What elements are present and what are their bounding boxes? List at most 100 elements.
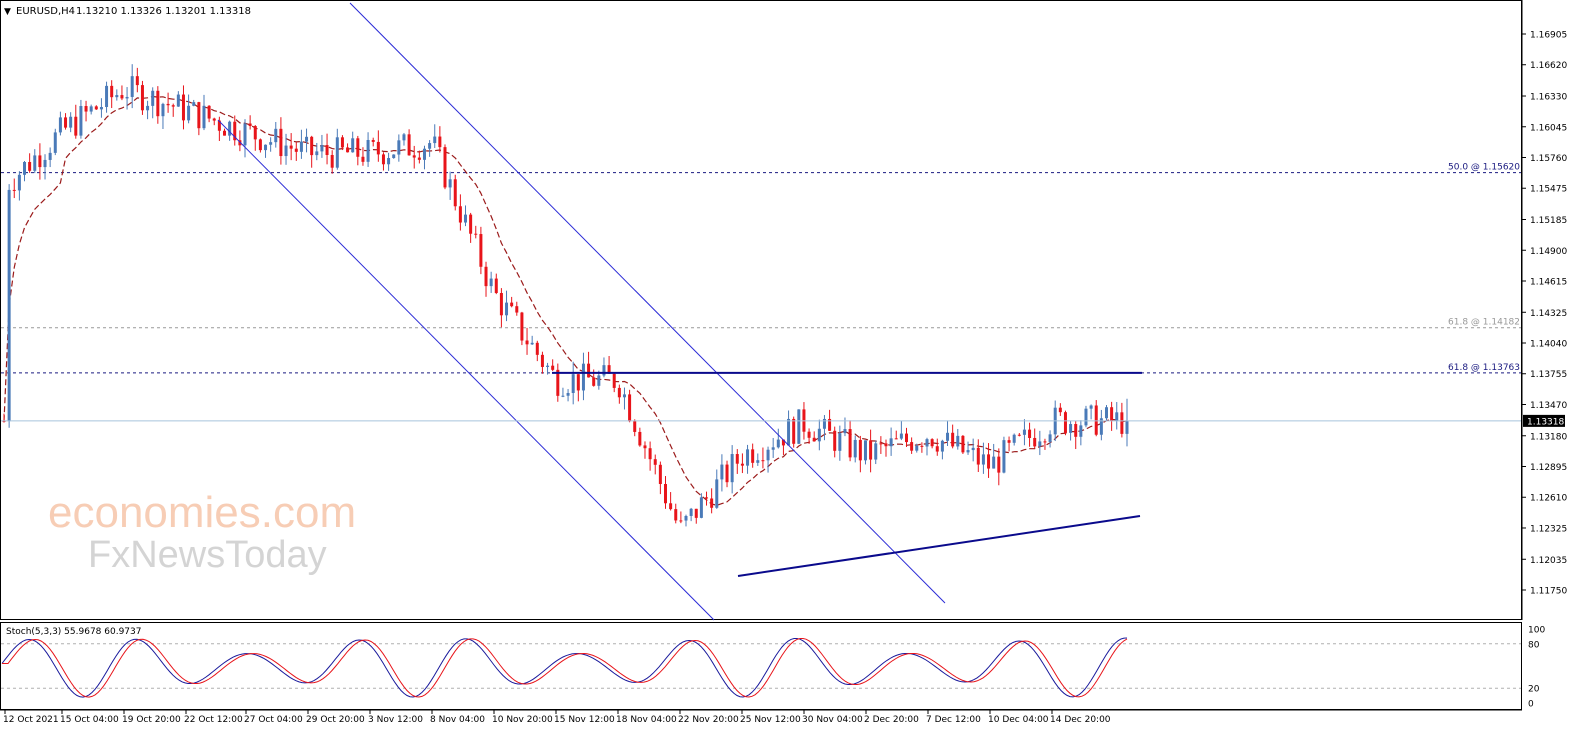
candle-body [212, 118, 216, 121]
candle-body [376, 141, 380, 155]
candle-body [305, 136, 309, 142]
candle-body [233, 121, 237, 141]
candle-body [99, 107, 103, 110]
ma-dashed-line [3, 95, 1128, 506]
header-triangle-icon: ▼ [4, 7, 11, 17]
candle-body [571, 374, 575, 394]
candle-body [935, 446, 939, 452]
candle-body [838, 433, 842, 451]
watermark-line2: FxNewsToday [88, 534, 327, 576]
price-tick-label: 1.16330 [1530, 93, 1567, 103]
price-tick-label: 1.16905 [1530, 31, 1567, 41]
candle-body [1089, 405, 1093, 409]
candle-body [684, 515, 688, 521]
price-tick-label: 1.14615 [1530, 277, 1567, 287]
candle-body [489, 278, 493, 287]
candle-body [1012, 434, 1016, 443]
candle-body [981, 454, 985, 465]
candle-body [530, 342, 534, 345]
candle-body [325, 145, 329, 155]
candle-body [346, 147, 350, 153]
candle-body [1104, 407, 1108, 419]
stoch-main-line [1, 637, 1128, 698]
candle-body [915, 445, 919, 451]
candle-body [515, 306, 519, 313]
watermark-line1: economies.com [48, 488, 356, 537]
candle-body [58, 117, 62, 133]
price-tick-label: 1.14900 [1530, 247, 1567, 257]
candle-body [146, 105, 150, 111]
candle-body [228, 121, 232, 136]
candle-body [397, 140, 401, 155]
fib-lines: 50.0 @ 1.15620 61.8 @ 1.14182 61.8 @ 1.137… [1, 163, 1521, 374]
candle-body [458, 206, 462, 223]
watermark: economies.com FxNewsToday [48, 488, 356, 576]
candle-body [966, 450, 970, 453]
candle-body [438, 136, 442, 148]
price-tick-label: 1.15185 [1530, 216, 1567, 226]
candle-body [863, 440, 867, 461]
time-tick-label: 15 Nov 12:00 [554, 715, 615, 725]
candle-body [812, 437, 816, 442]
candle-body [264, 144, 268, 151]
time-tick-label: 3 Nov 12:00 [368, 715, 423, 725]
candle-body [469, 214, 473, 234]
candle-body [751, 449, 755, 463]
price-axis: 1.16905 1.16620 1.16330 1.16045 1.15760 1.154… [1, 0, 1567, 620]
candle-body [89, 106, 93, 112]
candle-body [494, 278, 498, 293]
candle-body [910, 442, 914, 451]
candle-body [258, 139, 262, 151]
candle-body [243, 123, 247, 146]
candle-body [176, 94, 180, 107]
candle-body [581, 363, 585, 391]
price-tick-label: 1.15760 [1530, 154, 1567, 164]
candle-body [381, 154, 385, 165]
candle-body [361, 156, 365, 162]
candle-body [617, 387, 621, 398]
candle-body [1074, 424, 1078, 437]
candle-body [622, 394, 626, 398]
candle-body [587, 363, 591, 378]
time-tick-label: 10 Nov 20:00 [492, 715, 553, 725]
candle-body [161, 103, 165, 117]
time-axis: 12 Oct 2021 15 Oct 04:00 19 Oct 20:00 22 Oc… [0, 709, 1522, 725]
time-tick-label: 15 Oct 04:00 [60, 715, 119, 725]
candle-body [1017, 434, 1021, 436]
candle-body [905, 433, 909, 443]
fib-level-label: 50.0 @ 1.15620 [1448, 163, 1520, 173]
candle-body [294, 148, 298, 152]
candle-body [976, 447, 980, 465]
candle-body [658, 464, 662, 484]
candle-body [828, 418, 832, 431]
candle-body [12, 189, 16, 191]
candle-body [1069, 424, 1073, 433]
candle-body [140, 85, 144, 111]
candle-body [253, 126, 257, 140]
candle-body [474, 233, 478, 235]
stochastic-oscillator: 100 80 20 0 [1, 626, 1545, 710]
price-tick-label: 1.12035 [1530, 556, 1567, 566]
candle-body [1063, 412, 1067, 433]
candle-body [433, 136, 437, 144]
current-price-label: 1.13318 [1527, 417, 1564, 427]
candle-body [956, 435, 960, 447]
time-tick-label: 22 Oct 12:00 [184, 715, 243, 725]
candle-body [33, 155, 37, 171]
candle-body [1007, 440, 1011, 443]
candle-body [884, 443, 888, 447]
candle-body [663, 483, 667, 504]
candle-body [17, 174, 21, 191]
candle-body [479, 234, 483, 267]
candle-body [776, 439, 780, 448]
candle-body [1099, 418, 1103, 435]
candle-body [792, 418, 796, 444]
time-tick-label: 12 Oct 2021 [3, 715, 59, 725]
candle-body [484, 266, 488, 287]
candle-body [274, 128, 278, 143]
candle-body [330, 154, 334, 168]
candle-body [997, 456, 1001, 473]
fib-level-label: 61.8 @ 1.13763 [1448, 363, 1520, 373]
